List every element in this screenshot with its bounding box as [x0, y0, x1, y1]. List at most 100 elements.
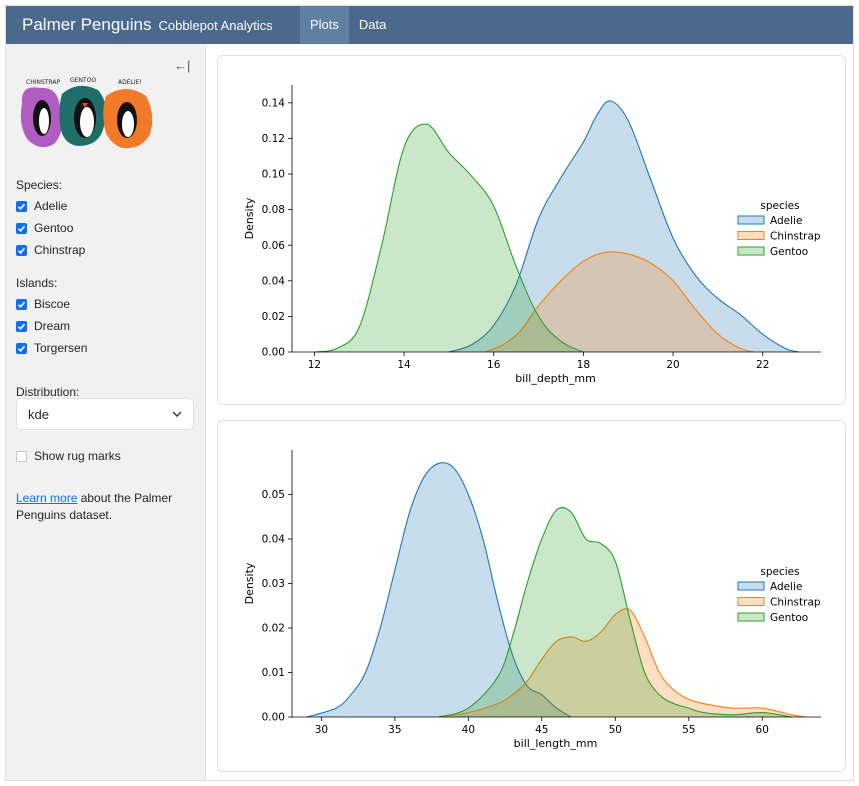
- checkbox-dream[interactable]: Dream: [16, 318, 70, 334]
- density-area-gentoo: [438, 507, 792, 717]
- checkbox-show-rug[interactable]: Show rug marks: [16, 448, 121, 464]
- y-tick-label: 0.00: [262, 712, 285, 724]
- y-tick-label: 0.00: [262, 347, 285, 359]
- checkbox-checked-icon: [16, 320, 27, 332]
- distribution-label: Distribution:: [16, 385, 80, 399]
- checkbox-unchecked-icon: [16, 450, 27, 462]
- distribution-select[interactable]: kde: [16, 398, 194, 430]
- legend-label-chinstrap: Chinstrap: [770, 597, 821, 609]
- sidebar: ←| CHINSTRAP GENTOO ADÉLIE! Species: Ade…: [6, 44, 206, 780]
- y-tick-label: 0.04: [262, 275, 286, 287]
- legend-swatch-gentoo: [737, 246, 765, 256]
- x-tick-label: 35: [388, 724, 401, 736]
- checkbox-torgersen[interactable]: Torgersen: [16, 340, 87, 356]
- density-area-adelie: [448, 100, 799, 352]
- x-tick-label: 18: [577, 359, 590, 371]
- legend-label-adelie: Adelie: [770, 215, 802, 227]
- learn-more-link[interactable]: Learn more: [16, 491, 78, 505]
- plot-card-bill-length: 30 35 40 45 50 55 60 0.00 0.01 0.02 0.03 0.04 0.05 bi…: [217, 420, 846, 772]
- y-tick-label: 0.06: [262, 240, 286, 252]
- checkbox-label: Biscoe: [34, 297, 71, 311]
- penguins-logo: CHINSTRAP GENTOO ADÉLIE!: [20, 77, 153, 149]
- checkbox-adelie[interactable]: Adelie: [16, 198, 67, 214]
- density-line-adelie: [448, 100, 799, 353]
- x-tick-label: 30: [315, 724, 328, 736]
- density-line-chinstrap: [438, 608, 807, 718]
- checkbox-gentoo[interactable]: Gentoo: [16, 220, 73, 236]
- legend-label-adelie: Adelie: [770, 581, 802, 593]
- logo-label-adelie: ADÉLIE!: [118, 78, 142, 86]
- plot-card-bill-depth: 12 14 16 18 20 22 0.00 0.02 0.04 0.06 0.08 0.10 0.12…: [217, 55, 846, 405]
- y-tick-label: 0.02: [262, 623, 285, 635]
- collapse-sidebar-icon[interactable]: ←|: [174, 58, 191, 73]
- density-area-gentoo: [314, 124, 584, 352]
- legend-swatch-gentoo: [737, 612, 765, 622]
- x-tick-label: 60: [756, 724, 769, 736]
- checkbox-label: Torgersen: [34, 341, 88, 355]
- logo-label-chinstrap: CHINSTRAP: [26, 79, 60, 86]
- legend-title: species: [760, 566, 799, 578]
- density-line-gentoo: [438, 507, 792, 718]
- y-tick-label: 0.02: [262, 311, 285, 323]
- y-tick-label: 0.05: [262, 489, 285, 501]
- x-tick-label: 50: [609, 724, 622, 736]
- logo-label-gentoo: GENTOO: [70, 77, 96, 84]
- density-line-adelie: [306, 462, 572, 718]
- legend-label-gentoo: Gentoo: [770, 246, 808, 258]
- chevron-down-icon: [172, 411, 182, 417]
- y-axis-label: Density: [243, 197, 256, 239]
- checkbox-checked-icon: [16, 298, 27, 310]
- info-text: Learn more about the Palmer Penguins dat…: [16, 490, 196, 524]
- density-area-chinstrap: [438, 608, 807, 717]
- nav-tabs: Plots Data: [300, 6, 396, 44]
- x-tick-label: 20: [666, 359, 679, 371]
- tab-plots[interactable]: Plots: [300, 6, 349, 44]
- distribution-value: kde: [28, 406, 49, 422]
- legend-swatch-chinstrap: [737, 597, 765, 606]
- legend-label-gentoo: Gentoo: [770, 612, 808, 624]
- y-tick-label: 0.12: [262, 133, 285, 145]
- x-tick-label: 16: [487, 359, 501, 371]
- checkbox-label: Gentoo: [34, 221, 74, 235]
- legend-swatch-adelie: [737, 581, 765, 591]
- checkbox-checked-icon: [16, 200, 27, 212]
- y-tick-label: 0.14: [262, 97, 286, 109]
- y-axis-label: Density: [243, 562, 256, 604]
- checkbox-checked-icon: [16, 244, 27, 256]
- x-tick-label: 40: [462, 724, 475, 736]
- checkbox-label: Show rug marks: [34, 449, 121, 463]
- legend-swatch-chinstrap: [737, 231, 765, 240]
- density-plot-bill-depth: 12 14 16 18 20 22 0.00 0.02 0.04 0.06 0.08 0.10 0.12…: [243, 85, 821, 385]
- y-tick-label: 0.04: [262, 534, 286, 546]
- app-subtitle: Cobblepot Analytics: [158, 17, 273, 33]
- x-tick-label: 55: [682, 724, 695, 736]
- checkbox-checked-icon: [16, 342, 27, 354]
- y-tick-label: 0.03: [262, 578, 285, 590]
- app-window: Palmer Penguins Cobblepot Analytics Plot…: [5, 5, 854, 781]
- x-tick-label: 12: [308, 359, 321, 371]
- navbar: Palmer Penguins Cobblepot Analytics Plot…: [6, 6, 853, 44]
- tab-data[interactable]: Data: [358, 17, 387, 32]
- density-area-chinstrap: [484, 251, 754, 352]
- checkbox-checked-icon: [16, 222, 27, 234]
- info-description: about the Palmer Penguins dataset.: [16, 491, 173, 522]
- islands-label: Islands:: [16, 276, 58, 290]
- y-tick-label: 0.08: [262, 204, 285, 216]
- x-axis-label: bill_length_mm: [514, 737, 598, 750]
- legend-label-chinstrap: Chinstrap: [770, 231, 821, 243]
- x-axis-label: bill_depth_mm: [515, 372, 596, 385]
- y-tick-label: 0.01: [262, 667, 285, 679]
- legend-swatch-adelie: [737, 215, 765, 225]
- density-line-chinstrap: [484, 251, 754, 353]
- x-tick-label: 45: [535, 724, 548, 736]
- checkbox-label: Chinstrap: [34, 243, 86, 257]
- app-title: Palmer Penguins: [22, 15, 152, 34]
- x-tick-label: 14: [397, 359, 411, 371]
- density-plot-bill-length: 30 35 40 45 50 55 60 0.00 0.01 0.02 0.03 0.04 0.05 bi…: [243, 450, 821, 750]
- legend-title: species: [760, 200, 799, 212]
- y-tick-label: 0.10: [262, 169, 285, 181]
- species-label: Species:: [16, 178, 63, 192]
- checkbox-biscoe[interactable]: Biscoe: [16, 296, 70, 312]
- checkbox-label: Dream: [34, 319, 71, 333]
- checkbox-chinstrap[interactable]: Chinstrap: [16, 242, 85, 258]
